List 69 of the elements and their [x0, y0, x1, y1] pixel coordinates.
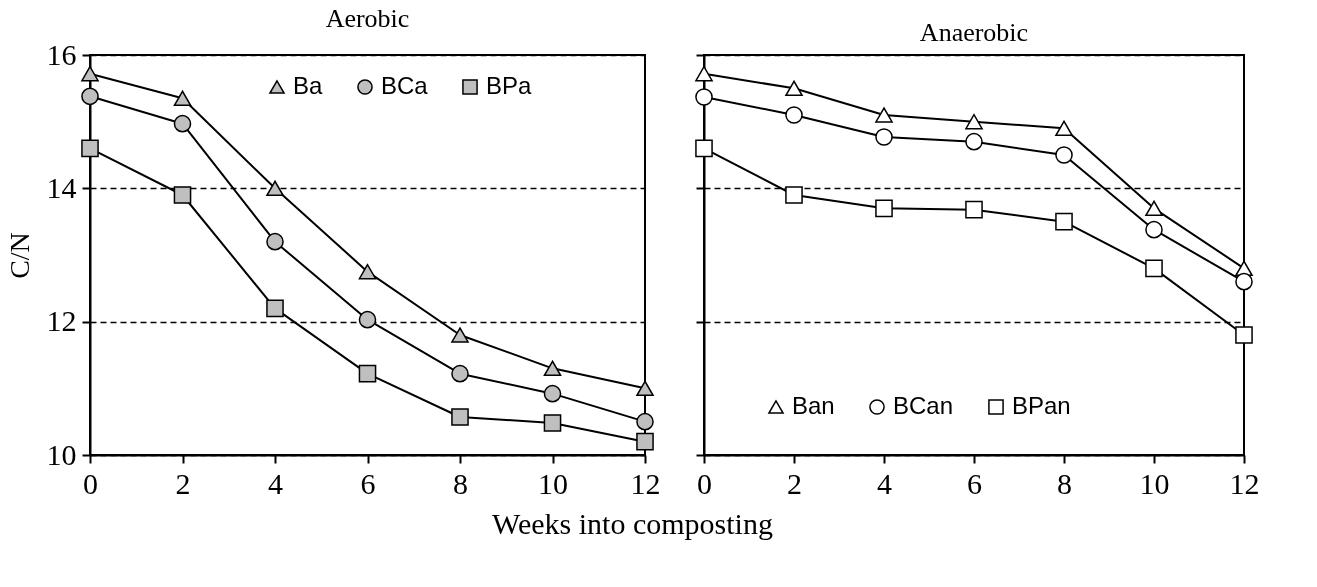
point: [875, 107, 893, 123]
point: [965, 113, 983, 130]
x-axis-title: Weeks into composting: [492, 507, 773, 540]
x-tick-label: 8: [1057, 466, 1072, 500]
point: [695, 139, 713, 158]
x-tick-label: 2: [175, 466, 191, 500]
point: [173, 90, 192, 107]
point: [451, 364, 469, 383]
x-tick-label: 2: [787, 466, 802, 500]
y-tick-label: 12: [46, 304, 77, 338]
point: [173, 114, 192, 133]
point: [1235, 326, 1253, 344]
x-tick-label: 10: [1139, 466, 1170, 500]
point: [358, 364, 377, 383]
legend-label: BCa: [381, 72, 429, 99]
point: [451, 327, 469, 343]
point: [785, 186, 803, 204]
point: [81, 87, 99, 106]
point: [965, 132, 983, 151]
x-tick-label: 4: [877, 466, 892, 500]
point: [358, 263, 377, 280]
legend-label: Ba: [293, 72, 324, 99]
y-axis-title: C/N: [3, 232, 35, 279]
point: [1145, 259, 1163, 278]
legend-label: Ban: [792, 392, 835, 419]
x-tick-label: 4: [268, 466, 283, 500]
point: [965, 200, 983, 219]
point: [1055, 212, 1073, 231]
point: [1055, 146, 1073, 164]
legend-label: BCan: [893, 392, 954, 419]
point: [1235, 272, 1253, 291]
x-tick-label: 12: [630, 466, 661, 500]
point: [81, 65, 99, 82]
point: [636, 432, 654, 451]
point: [875, 199, 893, 218]
x-tick-label: 10: [538, 466, 568, 500]
point: [636, 412, 654, 431]
x-tick-label: 12: [1229, 466, 1260, 500]
point: [266, 299, 284, 318]
point: [636, 380, 654, 397]
chart-title: Anaerobic: [919, 18, 1029, 47]
point: [81, 139, 99, 158]
x-tick-label: 0: [697, 466, 712, 500]
chart-title: Aerobic: [325, 4, 410, 33]
point: [785, 80, 803, 97]
point: [1055, 120, 1073, 137]
x-tick-label: 0: [83, 466, 98, 500]
x-tick-label: 6: [967, 466, 982, 500]
x-tick-label: 6: [360, 466, 376, 500]
point: [1145, 220, 1163, 239]
legend-label: BPa: [486, 72, 533, 99]
point: [695, 65, 713, 82]
y-tick-label: 16: [46, 37, 77, 71]
point: [543, 360, 562, 377]
y-tick-label: 10: [46, 437, 77, 471]
x-tick-label: 8: [453, 466, 468, 500]
point: [266, 232, 284, 251]
point: [543, 384, 562, 403]
point: [266, 180, 284, 197]
point: [785, 106, 803, 124]
point: [695, 88, 713, 106]
point: [358, 310, 377, 329]
point: [451, 408, 469, 426]
legend-label: BPan: [1012, 392, 1071, 419]
point: [173, 186, 192, 204]
point: [875, 128, 893, 146]
point: [543, 414, 562, 432]
y-tick-label: 14: [46, 170, 77, 204]
point: [1145, 200, 1163, 217]
